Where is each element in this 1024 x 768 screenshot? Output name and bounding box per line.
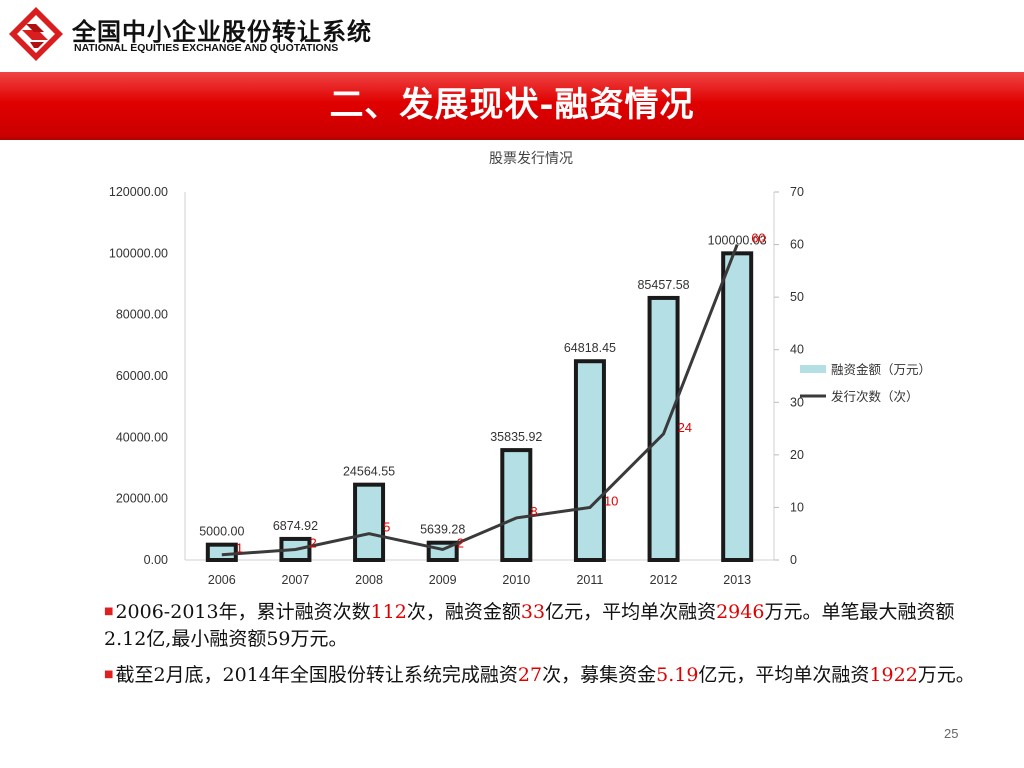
y-right-tick-label: 10 <box>790 500 804 514</box>
bullet-square-icon: ■ <box>104 606 114 617</box>
y-right-tick-label: 30 <box>790 395 804 409</box>
bullet-text: 亿元，平均单次融资 <box>698 664 870 686</box>
bar-value-label: 5639.28 <box>420 523 465 537</box>
bullet-item: ■ 截至2月底，2014年全国股份转让系统完成融资27次，募集资金5.19亿元，平… <box>104 661 984 689</box>
x-tick-label: 2010 <box>502 573 530 587</box>
x-tick-label: 2007 <box>282 573 310 587</box>
y-left-tick-label: 40000.00 <box>116 430 168 444</box>
bullet-text: 2006-2013年，累计融资次数 <box>115 601 371 623</box>
line-value-label: 2 <box>309 535 316 550</box>
bar-value-label: 85457.58 <box>637 278 689 292</box>
line-value-label: 2 <box>457 535 464 550</box>
y-left-tick-label: 100000.00 <box>109 246 168 260</box>
y-left-tick-label: 20000.00 <box>116 492 168 506</box>
bullet-item: ■ 2006-2013年，累计融资次数112次，融资金额33亿元，平均单次融资29… <box>104 598 984 653</box>
y-right-tick-label: 40 <box>790 343 804 357</box>
bar <box>205 542 238 562</box>
x-tick-label: 2008 <box>355 573 383 587</box>
bar-value-label: 100000.03 <box>708 233 767 247</box>
title-bar: 二、发展现状-融资情况 <box>0 72 1024 140</box>
org-name-cn: 全国中小企业股份转让系统 <box>72 18 372 46</box>
legend-label-line: 发行次数（次） <box>831 389 919 404</box>
y-left-tick-label: 120000.00 <box>109 185 168 199</box>
x-tick-label: 2013 <box>723 573 751 587</box>
y-left-tick-label: 0.00 <box>144 553 168 567</box>
line-value-label: 1 <box>236 541 243 556</box>
x-tick-label: 2011 <box>576 573 603 587</box>
line-value-label: 60 <box>751 231 765 246</box>
highlight-number: 33 <box>520 601 546 623</box>
org-name-en: NATIONAL EQUITIES EXCHANGE AND QUOTATION… <box>74 42 339 54</box>
bar <box>647 295 680 562</box>
y-left-tick-label: 80000.00 <box>116 308 168 322</box>
bar-value-label: 6874.92 <box>273 519 318 533</box>
highlight-number: 27 <box>517 664 543 686</box>
bar <box>573 359 606 562</box>
legend-swatch-bar <box>800 365 826 373</box>
bullet-text: 万元。单笔最大融资额2.12亿,最小融资额59万元。 <box>104 601 955 650</box>
highlight-number: 112 <box>370 601 407 623</box>
bullet-text: 亿元，平均单次融资 <box>545 601 717 623</box>
line-value-label: 10 <box>604 493 618 508</box>
legend-label-bar: 融资金额（万元） <box>831 362 931 377</box>
y-right-tick-label: 20 <box>790 448 804 462</box>
x-tick-label: 2009 <box>429 573 457 587</box>
count-line <box>221 244 739 557</box>
highlight-number: 5.19 <box>656 664 699 686</box>
bullet-square-icon: ■ <box>104 669 114 680</box>
bullet-text: 次，融资金额 <box>406 601 521 623</box>
bar-value-label: 5000.00 <box>199 525 244 539</box>
neeq-logo-icon <box>8 6 64 62</box>
bullet-text: 万元。 <box>917 664 975 686</box>
page-number: 25 <box>944 726 959 741</box>
summary-bullets: ■ 2006-2013年，累计融资次数112次，融资金额33亿元，平均单次融资29… <box>104 598 984 697</box>
highlight-number: 1922 <box>869 664 918 686</box>
chart-title: 股票发行情况 <box>489 150 573 166</box>
bar <box>721 251 754 562</box>
y-right-tick-label: 0 <box>790 553 797 567</box>
bar <box>500 448 533 562</box>
bar <box>353 482 386 562</box>
x-tick-label: 2006 <box>208 573 236 587</box>
y-right-tick-label: 60 <box>790 238 804 252</box>
line-value-label: 24 <box>678 420 692 435</box>
highlight-number: 2946 <box>716 601 765 623</box>
stock-issuance-chart: 股票发行情况 0.00 20000.00 40000.00 60000.00 80000.… <box>109 150 931 587</box>
bar-value-label: 24564.55 <box>343 465 395 479</box>
bullet-text: 次，募集资金 <box>542 664 657 686</box>
bar-value-label: 64818.45 <box>564 341 616 355</box>
x-tick-label: 2012 <box>650 573 678 587</box>
y-right-tick-label: 70 <box>790 185 804 199</box>
line-value-label: 5 <box>383 520 390 535</box>
y-right-tick-label: 50 <box>790 290 804 304</box>
line-value-label: 8 <box>530 504 537 519</box>
slide-title: 二、发展现状-融资情况 <box>329 85 695 125</box>
bar-value-label: 35835.92 <box>490 430 542 444</box>
bullet-text: 截至2月底，2014年全国股份转让系统完成融资 <box>115 664 518 686</box>
y-left-tick-label: 60000.00 <box>116 369 168 383</box>
